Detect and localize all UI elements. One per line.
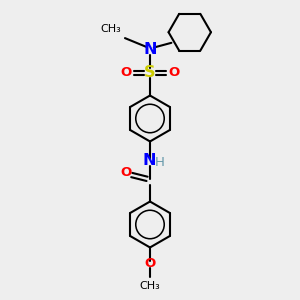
Text: H: H [154, 156, 164, 169]
Text: O: O [144, 257, 156, 270]
Text: O: O [121, 66, 132, 80]
Text: CH₃: CH₃ [140, 281, 160, 291]
Text: O: O [168, 66, 179, 80]
Text: O: O [120, 166, 131, 178]
Text: N: N [143, 153, 156, 168]
Text: S: S [144, 65, 156, 80]
Text: CH₃: CH₃ [100, 24, 121, 34]
Text: N: N [143, 42, 157, 57]
